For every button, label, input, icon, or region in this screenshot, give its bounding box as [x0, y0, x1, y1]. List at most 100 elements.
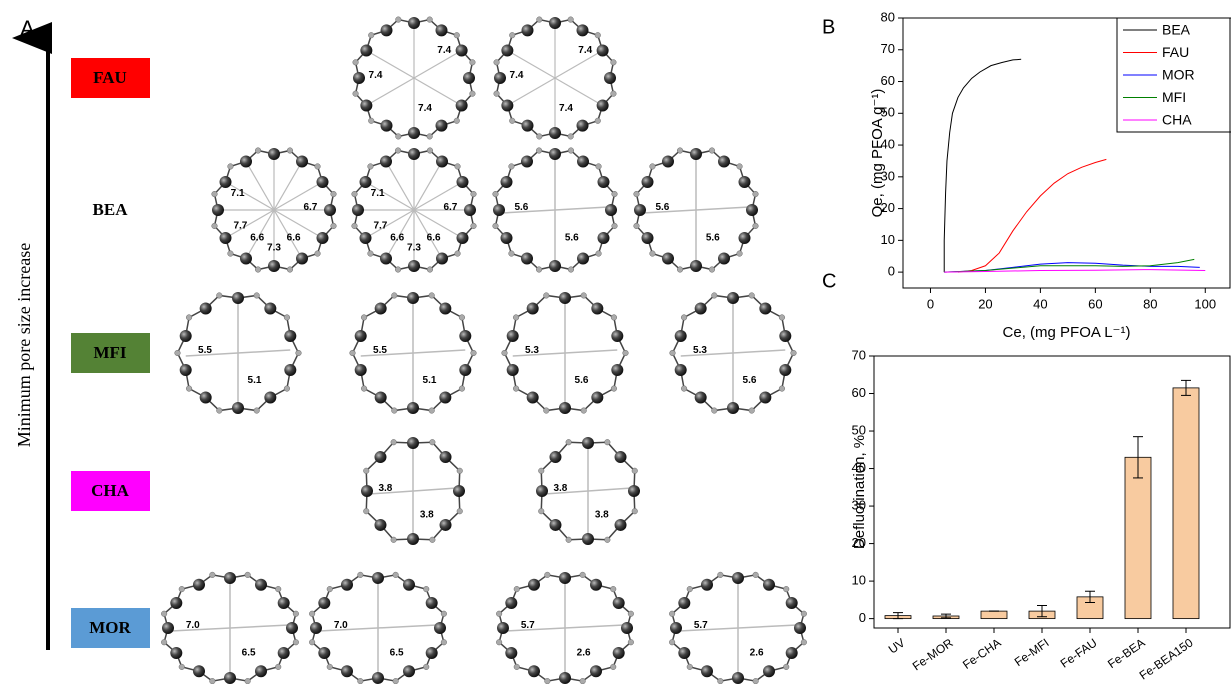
silicon-atom — [507, 364, 519, 376]
oxygen-atom — [471, 350, 477, 356]
silicon-atom — [459, 364, 471, 376]
oxygen-atom — [509, 32, 515, 38]
legend-label: BEA — [1162, 22, 1191, 38]
silicon-atom — [407, 437, 419, 449]
silicon-atom — [436, 120, 448, 132]
silicon-atom — [615, 519, 627, 531]
silicon-atom — [590, 665, 602, 677]
silicon-atom — [763, 579, 775, 591]
oxygen-atom — [284, 315, 290, 321]
silicon-atom — [408, 17, 420, 29]
silicon-atom — [220, 176, 232, 188]
y-axis-label: Defluorination, % — [851, 435, 868, 549]
pore-size-label: 2.6 — [577, 648, 591, 659]
panel-label: A — [20, 16, 35, 41]
oxygen-atom — [536, 148, 542, 154]
silicon-atom — [162, 622, 174, 634]
oxygen-atom — [610, 586, 616, 592]
silicon-atom — [453, 485, 465, 497]
x-tick-label: Fe-MFI — [1012, 636, 1052, 670]
silicon-atom — [200, 391, 212, 403]
pore-size-label: 7.4 — [510, 70, 524, 81]
silicon-atom — [759, 303, 771, 315]
oxygen-atom — [544, 408, 550, 414]
silicon-atom — [403, 579, 415, 591]
oxygen-atom — [596, 251, 602, 257]
x-tick-label: 100 — [1194, 296, 1216, 311]
oxygen-atom — [783, 664, 789, 670]
silicon-atom — [426, 647, 438, 659]
oxygen-atom — [779, 386, 785, 392]
silicon-atom — [255, 579, 267, 591]
silicon-atom — [549, 451, 561, 463]
oxygen-atom — [544, 293, 550, 299]
pore-size-label: 5.6 — [743, 375, 757, 386]
oxygen-atom — [210, 678, 216, 684]
pore-ring: 3.83.8 — [361, 437, 465, 545]
oxygen-atom — [632, 468, 638, 474]
oxygen-atom — [309, 639, 315, 645]
x-tick-label: 0 — [927, 296, 934, 311]
pore-ring: 5.55.1 — [175, 292, 302, 414]
pore-size-label: 3.8 — [595, 510, 609, 521]
oxygen-atom — [650, 251, 656, 257]
silicon-atom — [407, 292, 419, 304]
silicon-atom — [440, 519, 452, 531]
oxygen-atom — [245, 678, 251, 684]
oxygen-atom — [296, 350, 302, 356]
pore-size-label: 7.7 — [373, 220, 387, 231]
pore-size-label: 5.7 — [694, 620, 708, 631]
oxygen-atom — [245, 572, 251, 578]
oxygen-atom — [791, 350, 797, 356]
silicon-atom — [493, 204, 505, 216]
silicon-atom — [591, 391, 603, 403]
oxygen-atom — [496, 611, 502, 617]
oxygen-atom — [611, 386, 617, 392]
silicon-atom — [381, 120, 393, 132]
oxygen-atom — [368, 164, 374, 170]
silicon-atom — [459, 330, 471, 342]
oxygen-atom — [612, 191, 618, 197]
silicon-atom — [718, 252, 730, 264]
pore-size-label: 7.7 — [233, 220, 247, 231]
oxygen-atom — [430, 537, 436, 543]
oxygen-atom — [429, 293, 435, 299]
silicon-atom — [439, 303, 451, 315]
panel-label: B — [822, 16, 835, 38]
silicon-atom — [255, 665, 267, 677]
silicon-atom — [408, 148, 420, 160]
silicon-atom — [278, 647, 290, 659]
oxygen-atom — [753, 678, 759, 684]
oxygen-atom — [783, 586, 789, 592]
silicon-atom — [374, 519, 386, 531]
silicon-atom — [521, 252, 533, 264]
oxygen-atom — [210, 572, 216, 578]
oxygen-atom — [677, 148, 683, 154]
silicon-atom — [528, 579, 540, 591]
silicon-atom — [264, 391, 276, 403]
x-tick-label: Fe-MOR — [910, 635, 956, 673]
oxygen-atom — [650, 164, 656, 170]
silicon-atom — [786, 597, 798, 609]
oxygen-atom — [352, 191, 358, 197]
pore-ring: 7.16.77.76.66.67.3 — [352, 148, 477, 273]
silicon-atom — [577, 156, 589, 168]
silicon-atom — [779, 364, 791, 376]
legend-label: CHA — [1162, 112, 1192, 128]
silicon-atom — [436, 156, 448, 168]
x-tick-label: Fe-CHA — [960, 636, 1004, 672]
silicon-atom — [296, 156, 308, 168]
silicon-atom — [170, 597, 182, 609]
pore-ring: 5.72.6 — [496, 572, 633, 684]
oxygen-atom — [352, 223, 358, 229]
silicon-atom — [232, 402, 244, 414]
oxygen-atom — [228, 164, 234, 170]
silicon-atom — [634, 204, 646, 216]
oxygen-atom — [496, 639, 502, 645]
oxygen-atom — [358, 572, 364, 578]
x-tick-label: 20 — [978, 296, 992, 311]
silicon-atom — [268, 260, 280, 272]
oxygen-atom — [454, 32, 460, 38]
silicon-atom — [615, 451, 627, 463]
silicon-atom — [501, 176, 513, 188]
